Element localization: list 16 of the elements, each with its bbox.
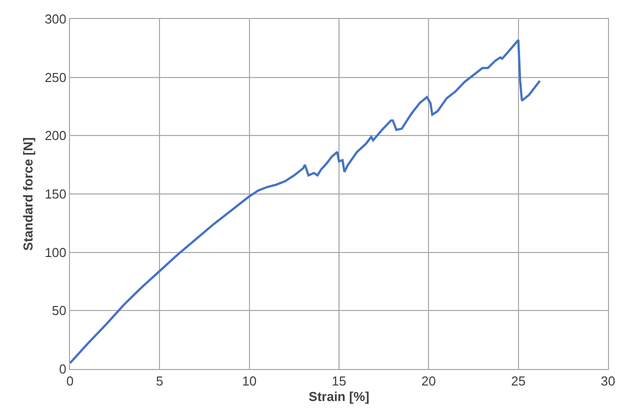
y-tick-label: 250 — [44, 70, 66, 85]
y-tick-label: 100 — [44, 244, 66, 260]
x-axis-title: Strain [%] — [308, 389, 370, 404]
y-tick-label: 200 — [44, 128, 66, 144]
y-tick-label: 150 — [44, 186, 66, 202]
x-tick-label: 30 — [600, 374, 616, 389]
y-tick-label: 50 — [52, 303, 66, 318]
y-axis-title: Standard force [N] — [20, 137, 36, 251]
y-tick-label: 0 — [59, 362, 66, 377]
x-tick-label: 20 — [421, 374, 436, 389]
line-series — [70, 38, 541, 364]
y-tick-label: 300 — [44, 12, 66, 27]
x-tick-label: 10 — [242, 374, 257, 389]
x-tick-label: 25 — [511, 374, 526, 389]
x-tick-label: 5 — [156, 374, 164, 389]
x-tick-label: 15 — [332, 374, 346, 389]
